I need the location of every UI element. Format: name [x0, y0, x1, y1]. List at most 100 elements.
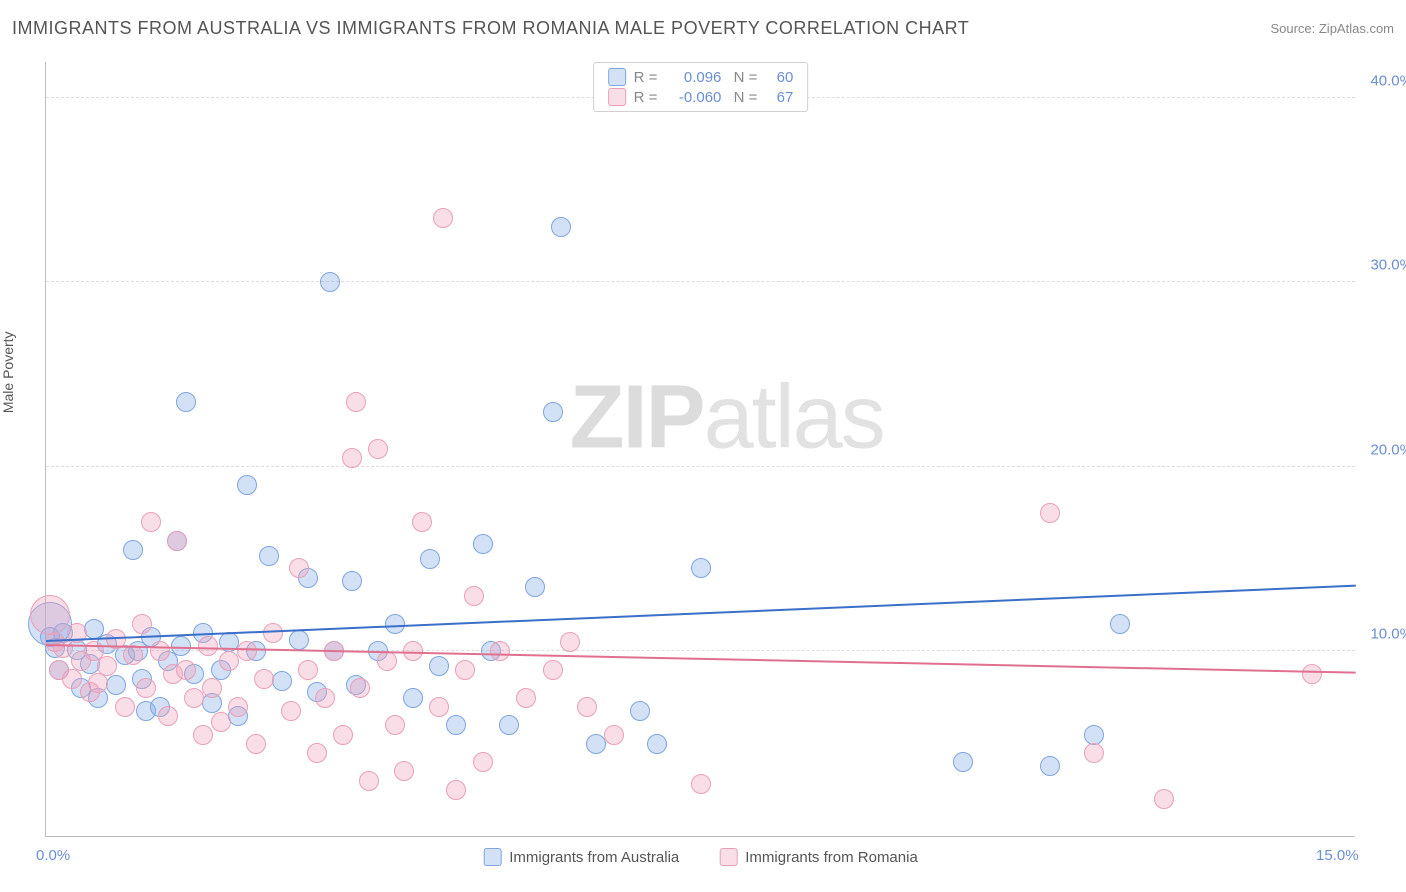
- scatter-point-romania: [228, 697, 248, 717]
- legend-item-romania: Immigrants from Romania: [719, 848, 918, 866]
- scatter-point-romania: [350, 678, 370, 698]
- scatter-point-romania: [254, 669, 274, 689]
- scatter-point-romania: [560, 632, 580, 652]
- r-value-australia: 0.096: [665, 69, 721, 86]
- scatter-point-australia: [525, 577, 545, 597]
- scatter-point-romania: [158, 706, 178, 726]
- scatter-point-australia: [176, 392, 196, 412]
- legend-row-romania: R = -0.060 N = 67: [608, 87, 794, 107]
- scatter-point-australia: [320, 272, 340, 292]
- scatter-point-romania: [123, 645, 143, 665]
- series-label-australia: Immigrants from Australia: [509, 849, 679, 866]
- scatter-point-romania: [307, 743, 327, 763]
- series-legend: Immigrants from Australia Immigrants fro…: [483, 848, 918, 866]
- scatter-point-romania: [263, 623, 283, 643]
- chart-title: IMMIGRANTS FROM AUSTRALIA VS IMMIGRANTS …: [12, 18, 969, 39]
- scatter-point-romania: [141, 512, 161, 532]
- y-tick-label: 20.0%: [1370, 441, 1406, 458]
- scatter-point-romania: [543, 660, 563, 680]
- scatter-point-australia: [403, 688, 423, 708]
- scatter-point-romania: [281, 701, 301, 721]
- scatter-point-australia: [1110, 614, 1130, 634]
- y-tick-label: 30.0%: [1370, 257, 1406, 274]
- scatter-point-romania: [167, 531, 187, 551]
- scatter-point-romania: [433, 208, 453, 228]
- scatter-point-romania: [193, 725, 213, 745]
- scatter-point-romania: [516, 688, 536, 708]
- scatter-point-australia: [551, 217, 571, 237]
- n-label: N =: [729, 89, 757, 106]
- scatter-point-romania: [333, 725, 353, 745]
- scatter-point-romania: [246, 734, 266, 754]
- scatter-point-australia: [385, 614, 405, 634]
- scatter-point-romania: [176, 660, 196, 680]
- correlation-legend: R = 0.096 N = 60 R = -0.060 N = 67: [593, 62, 809, 112]
- scatter-point-australia: [259, 546, 279, 566]
- scatter-point-romania: [446, 780, 466, 800]
- legend-row-australia: R = 0.096 N = 60: [608, 67, 794, 87]
- watermark-ip: IP: [623, 368, 704, 468]
- watermark-z: Z: [570, 368, 623, 468]
- scatter-point-romania: [1154, 789, 1174, 809]
- n-value-romania: 67: [765, 89, 793, 106]
- swatch-australia: [483, 848, 501, 866]
- legend-item-australia: Immigrants from Australia: [483, 848, 679, 866]
- scatter-point-australia: [1040, 756, 1060, 776]
- scatter-point-romania: [136, 678, 156, 698]
- y-tick-label: 40.0%: [1370, 72, 1406, 89]
- r-value-romania: -0.060: [665, 89, 721, 106]
- swatch-romania: [608, 88, 626, 106]
- scatter-point-romania: [368, 439, 388, 459]
- scatter-point-australia: [630, 701, 650, 721]
- scatter-point-romania: [115, 697, 135, 717]
- scatter-point-australia: [106, 675, 126, 695]
- scatter-point-romania: [62, 669, 82, 689]
- scatter-point-romania: [97, 656, 117, 676]
- scatter-point-australia: [473, 534, 493, 554]
- scatter-point-australia: [272, 671, 292, 691]
- y-tick-label: 10.0%: [1370, 626, 1406, 643]
- scatter-point-australia: [237, 475, 257, 495]
- scatter-point-romania: [202, 678, 222, 698]
- scatter-point-australia: [543, 402, 563, 422]
- scatter-point-romania: [132, 614, 152, 634]
- x-tick-label: 0.0%: [36, 847, 70, 864]
- scatter-point-romania: [455, 660, 475, 680]
- scatter-point-romania: [150, 641, 170, 661]
- scatter-point-romania: [1084, 743, 1104, 763]
- series-label-romania: Immigrants from Romania: [745, 849, 918, 866]
- scatter-point-romania: [289, 558, 309, 578]
- scatter-point-australia: [953, 752, 973, 772]
- scatter-point-romania: [691, 774, 711, 794]
- scatter-point-romania: [1302, 664, 1322, 684]
- chart-header: IMMIGRANTS FROM AUSTRALIA VS IMMIGRANTS …: [12, 18, 1394, 39]
- scatter-point-australia: [429, 656, 449, 676]
- scatter-point-australia: [647, 734, 667, 754]
- scatter-point-romania: [473, 752, 493, 772]
- scatter-point-australia: [499, 715, 519, 735]
- x-tick-label: 15.0%: [1316, 847, 1359, 864]
- trend-line-australia: [46, 585, 1356, 642]
- r-label: R =: [634, 69, 658, 86]
- scatter-point-romania: [412, 512, 432, 532]
- scatter-point-romania: [385, 715, 405, 735]
- scatter-point-romania: [315, 688, 335, 708]
- scatter-plot-area: ZIPatlas R = 0.096 N = 60 R = -0.060 N =…: [45, 62, 1355, 837]
- y-axis-label: Male Poverty: [0, 331, 16, 413]
- scatter-point-romania: [1040, 503, 1060, 523]
- swatch-romania: [719, 848, 737, 866]
- scatter-point-romania: [346, 392, 366, 412]
- scatter-point-australia: [691, 558, 711, 578]
- scatter-point-romania: [298, 660, 318, 680]
- scatter-point-romania: [490, 641, 510, 661]
- scatter-point-romania: [604, 725, 624, 745]
- scatter-point-australia: [289, 630, 309, 650]
- scatter-point-romania: [342, 448, 362, 468]
- r-label: R =: [634, 89, 658, 106]
- swatch-australia: [608, 68, 626, 86]
- scatter-point-australia: [446, 715, 466, 735]
- n-label: N =: [729, 69, 757, 86]
- scatter-point-romania: [577, 697, 597, 717]
- watermark-logo: ZIPatlas: [570, 367, 884, 470]
- scatter-point-romania: [464, 586, 484, 606]
